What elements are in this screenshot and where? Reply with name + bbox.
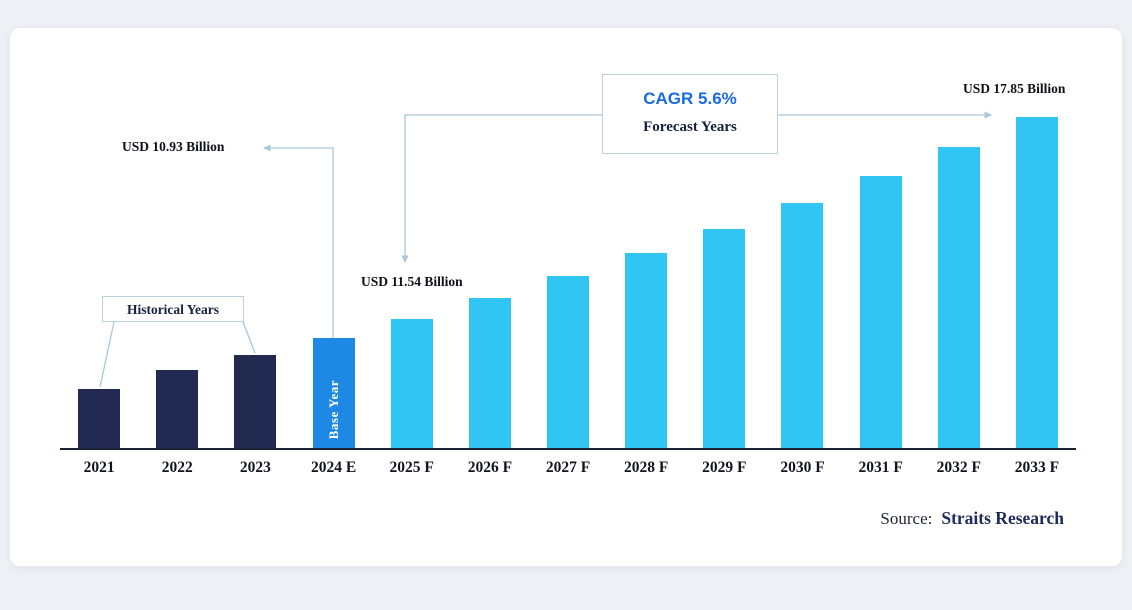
base-year-label: Base Year	[325, 379, 341, 439]
historical-years-box: Historical Years	[102, 296, 244, 322]
x-label-2028-f: 2028 F	[624, 459, 669, 476]
bar-column	[373, 318, 451, 448]
x-label-2026-f: 2026 F	[467, 459, 513, 476]
bar-column	[138, 369, 216, 448]
source-line: Source: Straits Research	[880, 508, 1064, 529]
bar-column	[920, 147, 998, 448]
source-name: Straits Research	[941, 508, 1064, 528]
bar-2032-f	[937, 147, 980, 448]
bar-column	[763, 202, 841, 448]
x-label-2025-f: 2025 F	[389, 459, 434, 476]
cagr-forecast-box: CAGR 5.6% Forecast Years	[602, 74, 778, 154]
bar-column: Base Year	[294, 338, 372, 448]
bar-2022	[156, 369, 199, 448]
x-axis-labels: 2021 2022 2023 2024 E 2025 F 2026 F 2027 F 2028…	[60, 450, 1076, 477]
x-label-2022: 2022	[161, 459, 193, 476]
x-label-2031-f: 2031 F	[858, 459, 903, 476]
source-prefix: Source:	[880, 509, 933, 528]
annotation-usd-10-93-billion: USD 10.93 Billion	[122, 139, 225, 154]
bar-2028-f	[625, 253, 668, 448]
bar-2033-f	[1015, 116, 1058, 448]
x-label-2030-f: 2030 F	[780, 459, 825, 476]
bar-column	[685, 228, 763, 448]
x-label-2021: 2021	[83, 459, 115, 476]
bar-column	[842, 175, 920, 448]
bars-area: Base Year	[60, 58, 1076, 450]
x-label-2027-f: 2027 F	[545, 459, 591, 476]
bar-2024-e: Base Year	[312, 338, 355, 448]
x-label-2029-f: 2029 F	[702, 459, 747, 476]
x-label-2033-f: 2033 F	[1014, 459, 1060, 476]
bar-column	[529, 276, 607, 448]
bar-2021	[78, 388, 121, 448]
bar-2023	[234, 355, 277, 448]
bar-2030-f	[781, 202, 824, 448]
x-label-2032-f: 2032 F	[936, 459, 981, 476]
bar-column	[998, 116, 1076, 448]
cagr-label: CAGR 5.6%	[643, 89, 737, 108]
x-label-2023: 2023	[239, 459, 271, 476]
annotation-usd-11-54-billion: USD 11.54 Billion	[361, 274, 463, 289]
bar-column	[451, 297, 529, 448]
bar-column	[60, 388, 138, 448]
bar-chart: Base Year 2021 2022 2023 2024 E 2025 F 2026 F…	[60, 58, 1076, 477]
bar-2025-f	[390, 318, 433, 448]
x-label-2024-e: 2024 E	[310, 459, 357, 476]
bar-2026-f	[468, 297, 511, 448]
bar-2029-f	[703, 228, 746, 448]
forecast-years-label: Forecast Years	[643, 119, 737, 135]
bar-column	[607, 253, 685, 448]
bar-2027-f	[547, 276, 590, 448]
annotation-usd-17-85-billion: USD 17.85 Billion	[963, 81, 1066, 96]
bar-2031-f	[859, 175, 902, 448]
chart-card: Base Year 2021 2022 2023 2024 E 2025 F 2026 F…	[10, 28, 1122, 566]
bar-column	[216, 355, 294, 448]
